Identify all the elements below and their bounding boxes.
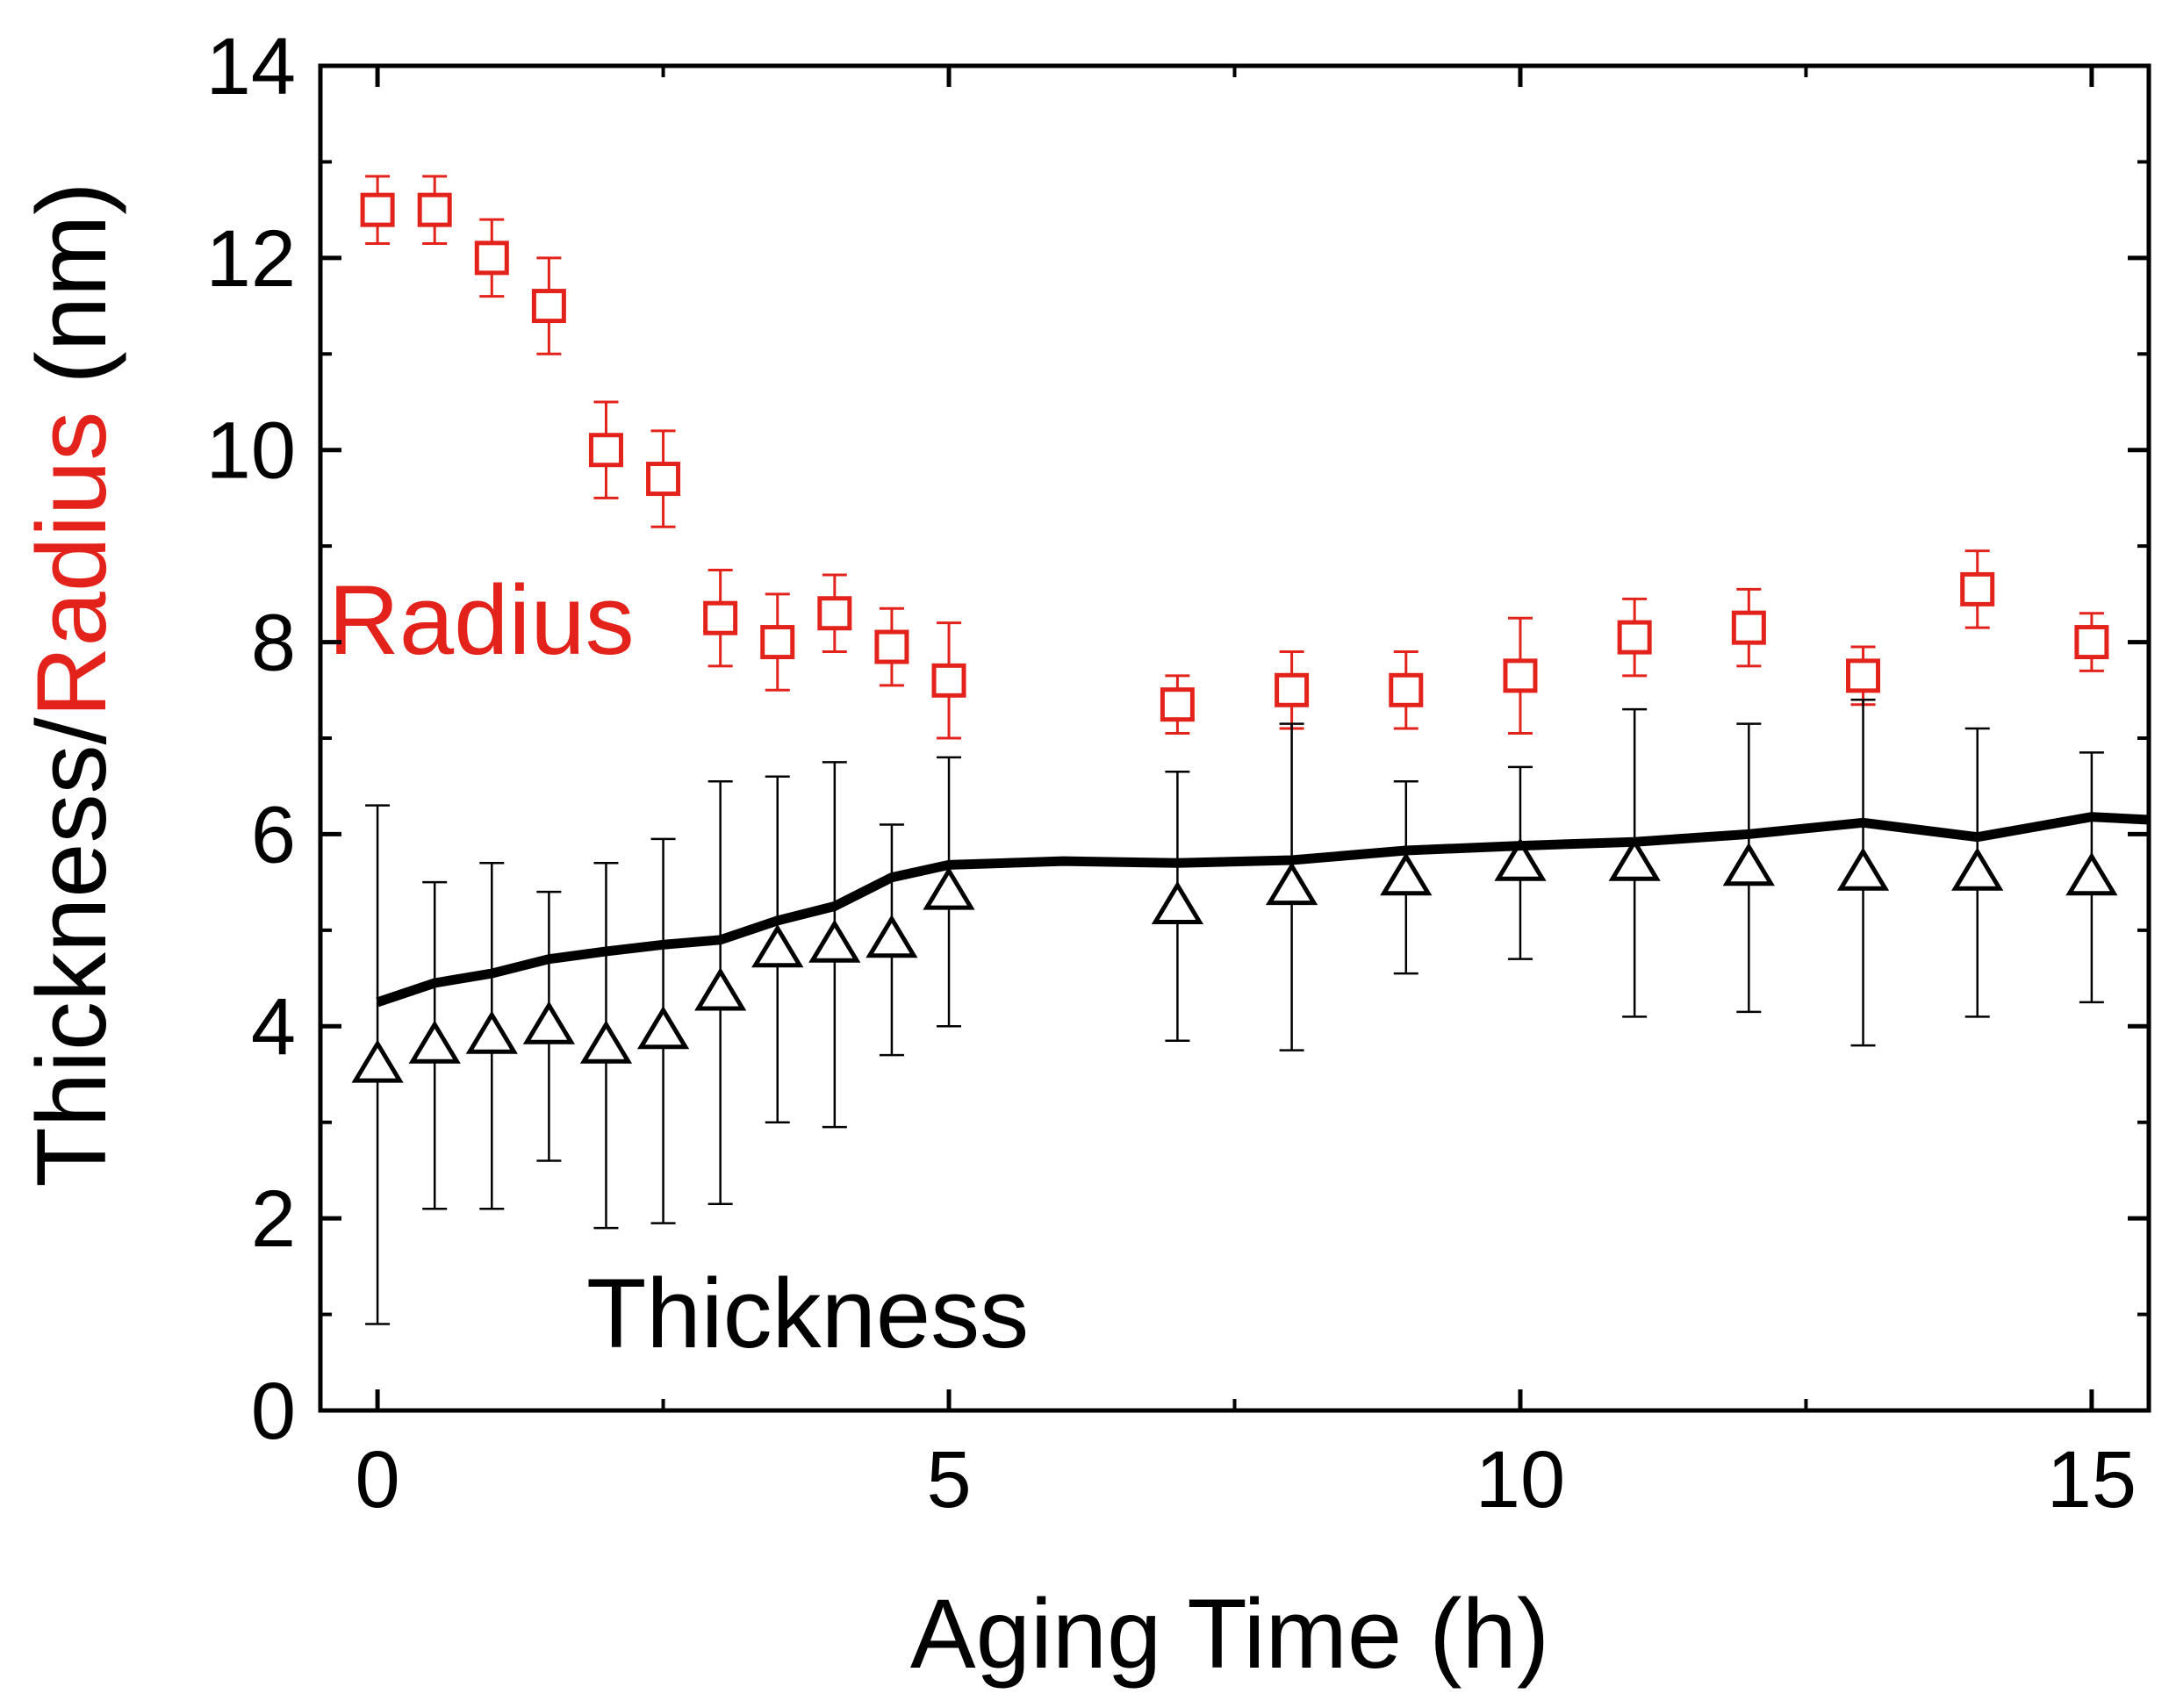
radius-point: [360, 192, 395, 227]
thickness-point: [923, 866, 975, 910]
y-tick-label: 12: [206, 214, 296, 304]
radius-point: [588, 433, 623, 468]
x-tick-label: 10: [1476, 1435, 1565, 1525]
radius-point: [1617, 620, 1652, 655]
thickness-point: [1836, 847, 1890, 891]
radius-point: [474, 240, 509, 276]
thickness-point: [408, 1020, 461, 1064]
thickness-point: [1380, 851, 1433, 896]
radius-point: [760, 625, 795, 660]
thickness-annotation: Thickness: [586, 1259, 1029, 1368]
thickness-point: [808, 919, 861, 963]
radius-point: [1503, 658, 1538, 693]
x-tick-label: 5: [926, 1435, 971, 1525]
y-axis-title: Thickness/Radius (nm): [17, 182, 126, 1187]
radius-point: [1275, 672, 1310, 707]
x-axis-title: Aging Time (h): [910, 1579, 1549, 1689]
radius-point: [1846, 658, 1881, 693]
thickness-point: [636, 1005, 690, 1050]
y-tick-label: 10: [206, 406, 296, 496]
thickness-point: [865, 914, 918, 958]
radius-point: [1731, 610, 1766, 645]
thickness-point: [1151, 880, 1204, 924]
radius-point: [817, 596, 852, 631]
thickness-point: [579, 1020, 633, 1064]
radius-point: [1389, 672, 1424, 707]
thickness-point: [1494, 837, 1547, 881]
y-tick-label: 8: [251, 599, 296, 688]
radius-point: [874, 629, 909, 664]
thickness-point: [522, 1001, 576, 1044]
y-axis-title-part1: Thickness/: [17, 716, 126, 1187]
y-tick-label: 14: [206, 22, 296, 111]
x-tick-label: 15: [2047, 1435, 2137, 1525]
thickness-point: [1722, 842, 1775, 886]
radius-point: [931, 663, 966, 698]
radius-point: [2074, 625, 2109, 660]
radius-point: [646, 462, 681, 497]
thickness-point: [694, 967, 747, 1011]
y-axis-title-part3: (nm): [17, 182, 126, 411]
radius-annotation: Radius: [328, 565, 635, 675]
y-tick-label: 2: [251, 1174, 296, 1264]
thickness-point: [1951, 847, 2004, 891]
thickness-point: [751, 923, 804, 968]
y-tick-label: 0: [251, 1367, 296, 1456]
thickness-point: [1608, 837, 1661, 881]
radius-point: [1960, 571, 1995, 606]
y-tick-label: 6: [251, 790, 296, 879]
radius-point: [531, 289, 566, 324]
x-tick-label: 0: [356, 1435, 400, 1525]
thickness-point: [2065, 851, 2118, 896]
y-axis-title-radius: Radius: [17, 412, 126, 718]
thickness-point: [351, 1039, 404, 1083]
thickness-point: [1265, 861, 1318, 906]
plot-layer: 0 2 4 6 8 10 12 14 0 5 10 15: [206, 22, 2151, 1525]
radius-point: [703, 600, 738, 635]
radius-point: [417, 192, 452, 227]
thickness-trend-line: [376, 812, 2150, 1008]
radius-point: [1160, 687, 1195, 722]
y-tick-label: 4: [251, 982, 296, 1072]
thickness-point: [465, 1010, 518, 1054]
